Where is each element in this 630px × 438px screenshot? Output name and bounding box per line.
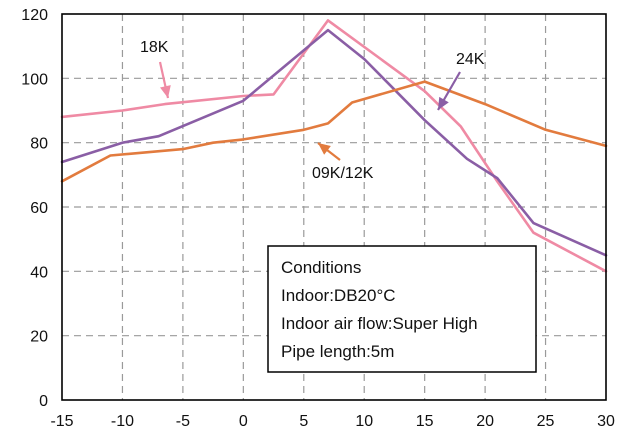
y-tick-label: 80: [30, 136, 48, 153]
grid-lines: [62, 14, 606, 400]
plot-area-border: [61, 13, 607, 401]
series-lines: [60, 19, 608, 273]
x-tick-label: -10: [111, 413, 134, 430]
y-tick-label: 60: [30, 200, 48, 217]
conditions-box: Conditions Indoor:DB20°C Indoor air flow…: [267, 245, 537, 373]
x-tick-label: 20: [476, 413, 494, 430]
series-label-18k: 18K: [140, 39, 169, 56]
series-line-18k: [60, 19, 608, 273]
x-tick-label: 25: [537, 413, 555, 430]
conditions-indoor: Indoor:DB20°C: [281, 286, 396, 305]
conditions-pipe: Pipe length:5m: [281, 342, 394, 361]
arrow-18k-head: [160, 85, 171, 98]
x-tick-label: 30: [597, 413, 615, 430]
label-arrows: [158, 61, 461, 161]
x-tick-label: 15: [416, 413, 434, 430]
axis-tick-labels: -15 -10 -5 0 5 10 15 20 25 30 0 20 40 60 80 100 120: [21, 7, 615, 430]
arrow-24k-head: [438, 96, 449, 110]
x-tick-label: 0: [239, 413, 248, 430]
y-tick-label: 0: [39, 393, 48, 410]
x-tick-label: -15: [50, 413, 73, 430]
series-line-24k: [60, 28, 608, 257]
plot-frame: [61, 13, 607, 401]
x-tick-label: 10: [355, 413, 373, 430]
y-tick-label: 20: [30, 329, 48, 346]
y-tick-label: 40: [30, 264, 48, 281]
x-tick-label: -5: [176, 413, 190, 430]
conditions-airflow: Indoor air flow:Super High: [281, 314, 478, 333]
conditions-box-border: [267, 245, 537, 373]
series-label-09k-12k: 09K/12K: [312, 165, 374, 182]
series-line-09k-12k: [60, 80, 608, 183]
x-tick-label: 5: [299, 413, 308, 430]
conditions-title: Conditions: [281, 258, 361, 277]
y-tick-label: 100: [21, 71, 48, 88]
series-label-24k: 24K: [456, 51, 485, 68]
y-tick-label: 120: [21, 7, 48, 24]
arrow-09k-12k-head: [318, 143, 331, 155]
